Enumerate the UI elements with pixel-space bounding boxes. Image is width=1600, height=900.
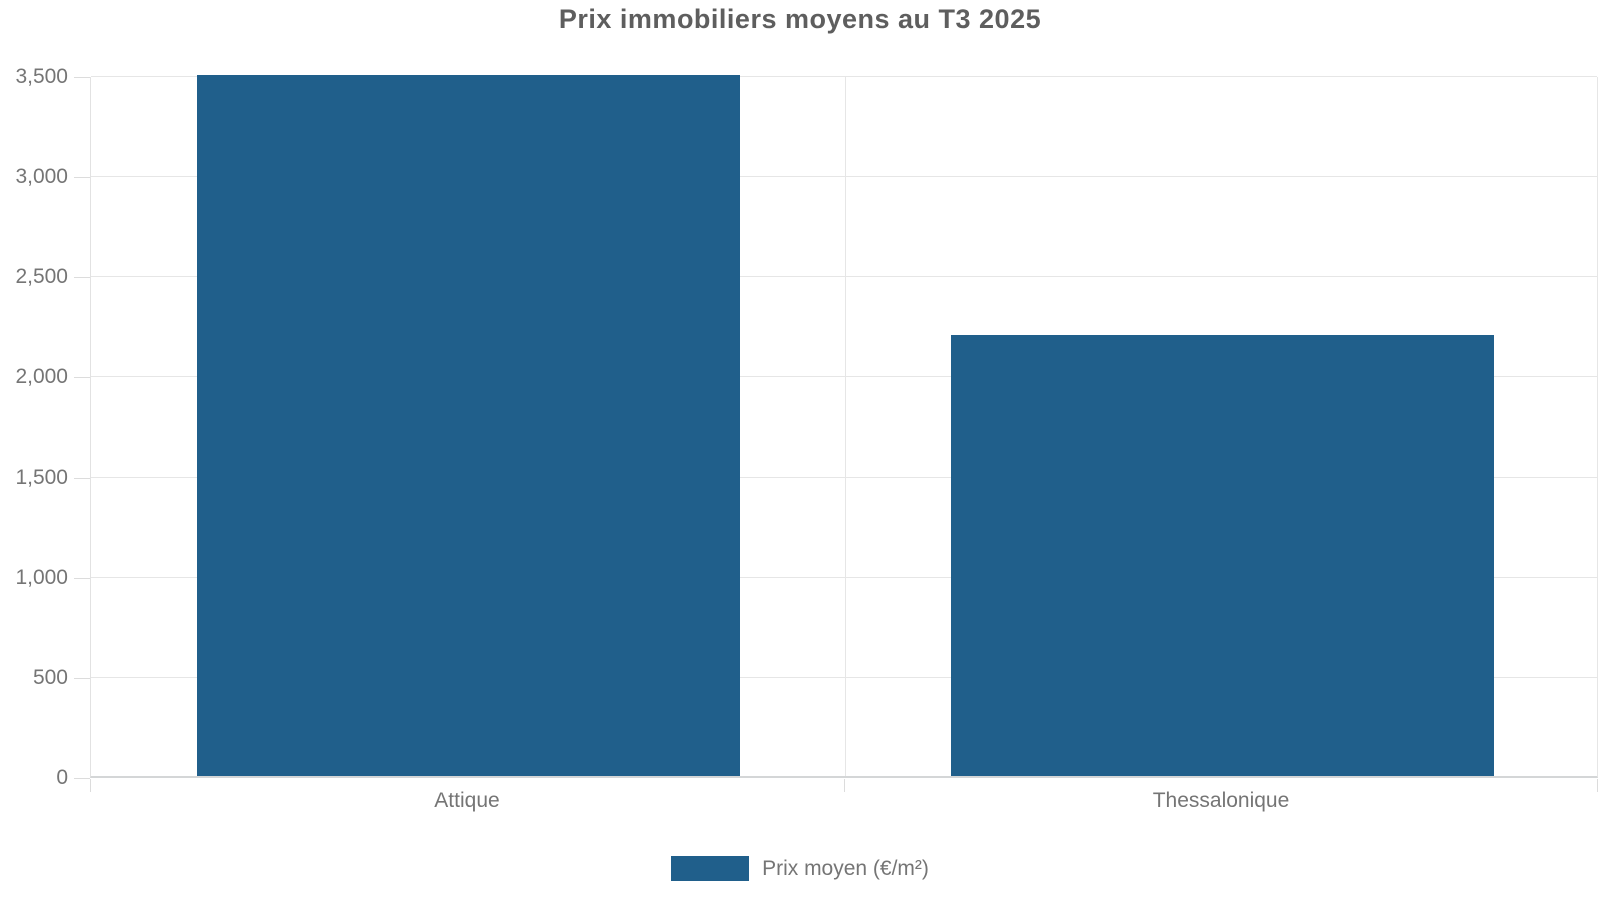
y-gridline-2500 (91, 276, 1597, 278)
y-axis-tick-mark (74, 77, 90, 78)
y-axis-tick-label-1000: 1,000 (15, 565, 68, 589)
y-axis-tick-mark (74, 377, 90, 379)
y-axis-tick-label-2500: 2,500 (15, 265, 68, 289)
x-axis-tick-mark (844, 779, 845, 792)
y-axis-tick-label-1500: 1,500 (15, 465, 68, 489)
y-axis-tick-mark (74, 677, 90, 679)
legend-label: Prix moyen (€/m²) (762, 857, 929, 880)
y-axis-tick-label-2000: 2,000 (15, 365, 68, 389)
y-axis-tick-mark (74, 177, 90, 179)
legend-swatch (671, 856, 750, 881)
x-axis-label-thessalonique: Thessalonique (1152, 789, 1290, 812)
y-axis-tick-label-3500: 3,500 (15, 65, 68, 88)
x-axis-tick-mark (1597, 779, 1598, 792)
y-gridline-1000 (91, 576, 1597, 578)
y-gridline-3000 (91, 176, 1597, 178)
y-axis-tick-label-0: 0 (56, 766, 68, 789)
y-axis-tick-label-500: 500 (32, 665, 68, 689)
x-axis-tick-mark (90, 779, 91, 792)
y-axis-tick-mark (74, 477, 90, 479)
y-gridline-2000 (91, 376, 1597, 378)
y-axis-tick-mark (74, 577, 90, 579)
bar-attique (197, 75, 740, 776)
y-axis-tick-mark (74, 277, 90, 279)
legend: Prix moyen (€/m²) (0, 856, 1600, 881)
plot-area (90, 75, 1598, 778)
x-axis-label-attique: Attique (434, 789, 500, 812)
chart-title: Prix immobiliers moyens au T3 2025 (558, 4, 1042, 34)
y-gridline-1500 (91, 476, 1597, 478)
y-axis-tick-mark (74, 778, 90, 779)
x-gridline (845, 77, 846, 776)
y-axis-tick-label-3000: 3,000 (15, 165, 68, 189)
y-gridline-500 (91, 676, 1597, 678)
y-gridline-3500 (91, 76, 1597, 77)
bar-thessalonique (951, 335, 1494, 776)
